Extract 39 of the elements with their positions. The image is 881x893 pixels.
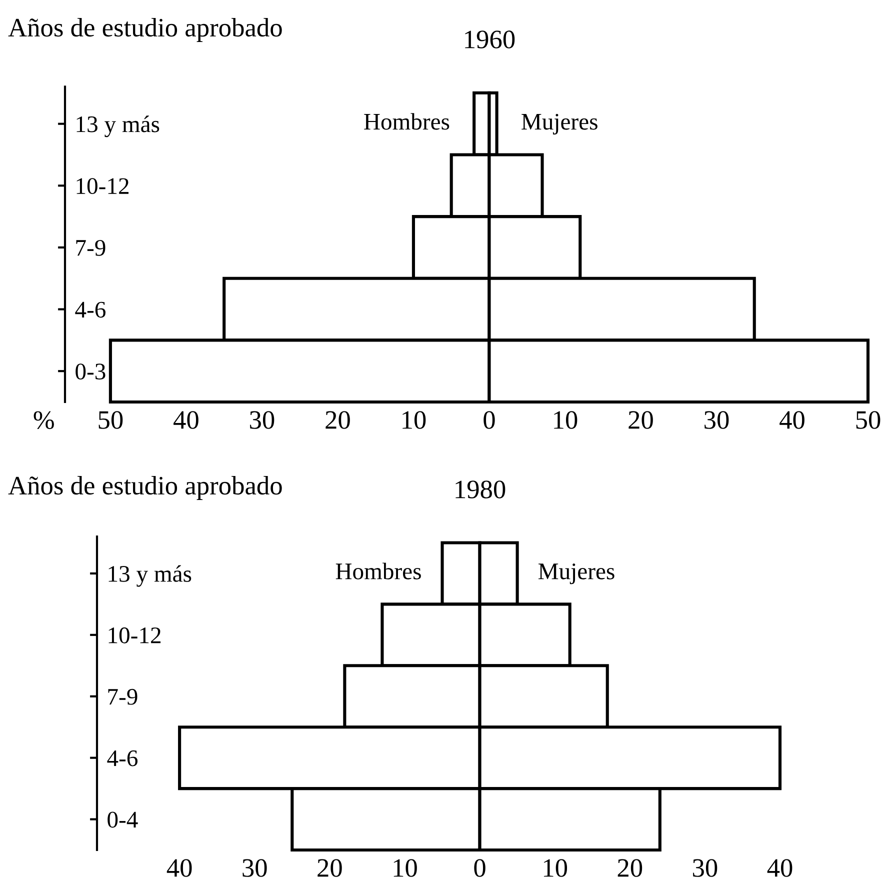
y-tick-label: 4-6 (107, 750, 138, 766)
y-tick-label: 13 y más (108, 565, 192, 587)
x-tick-label: 10 (544, 859, 568, 877)
x-tick-label: 30 (693, 859, 718, 877)
x-tick-label: 20 (326, 411, 350, 429)
y-axis-title: Años de estudio aprobado (8, 18, 282, 42)
series-label: Hombres (336, 562, 421, 580)
series-label: Mujeres (538, 563, 614, 584)
y-tick-label: 7-9 (108, 688, 138, 705)
x-tick-label: 40 (174, 411, 198, 429)
x-tick-label: 0 (484, 411, 495, 429)
x-tick-label: 0 (474, 859, 486, 877)
y-tick-label: 7-9 (76, 240, 106, 256)
x-tick-label: 30 (242, 859, 267, 877)
x-tick-label: 30 (250, 411, 274, 429)
x-tick-label: 20 (318, 859, 342, 877)
y-axis-title: Años de estudio aprobado (8, 476, 282, 500)
series-label: Hombres (364, 113, 450, 130)
y-tick-label: 0-3 (76, 364, 106, 380)
x-tick-label: 20 (618, 859, 642, 877)
x-tick-label: 10 (394, 859, 417, 877)
x-axis-title: % (34, 411, 54, 430)
x-tick-label: 40 (780, 411, 804, 429)
y-tick-label: 10-12 (76, 178, 129, 194)
series-label: Mujeres (522, 114, 598, 135)
x-tick-label: 30 (704, 411, 729, 429)
y-tick-label: 10-12 (108, 627, 161, 644)
x-tick-label: 10 (402, 411, 426, 429)
y-tick-label: 13 y más (76, 116, 160, 138)
y-tick-label: 4-6 (75, 302, 106, 318)
x-tick-label: 40 (767, 859, 792, 877)
x-tick-label: 50 (98, 411, 123, 429)
y-tick-label: 0-4 (108, 812, 138, 828)
x-tick-label: 50 (856, 411, 880, 429)
x-tick-label: 20 (628, 411, 653, 429)
chart-title: 1960 (465, 30, 515, 48)
chart-title: 1980 (456, 480, 506, 498)
x-tick-label: 40 (166, 859, 192, 877)
x-tick-label: 10 (554, 411, 578, 429)
